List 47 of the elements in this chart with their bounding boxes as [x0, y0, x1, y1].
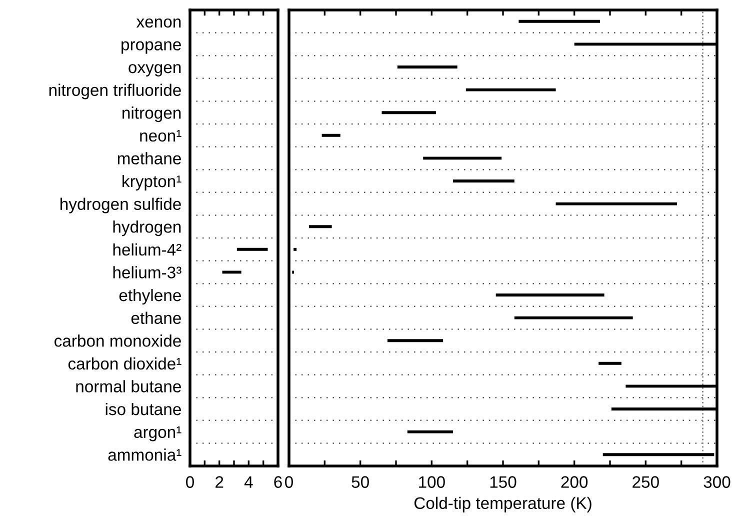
bar — [387, 339, 444, 342]
y-tick-label: helium-4² — [113, 243, 182, 256]
x-tick-label: 250 — [632, 476, 659, 488]
y-tick-label: argon¹ — [134, 426, 182, 442]
x-tick-label: 2 — [216, 476, 224, 488]
y-tick-label: neon¹ — [140, 130, 182, 142]
x-tick-label: 100 — [419, 476, 445, 488]
bar — [514, 316, 633, 320]
bar — [397, 66, 458, 68]
y-tick-label: hydrogen — [113, 220, 181, 236]
y-tick-label: iso butane — [106, 402, 181, 416]
x-tick-label: 300 — [704, 476, 730, 488]
y-tick-label: xenon — [136, 18, 181, 28]
y-tick-label: normal butane — [76, 380, 181, 392]
x-tick-label: 200 — [561, 476, 588, 488]
y-tick-label: krypton¹ — [122, 174, 182, 190]
bar — [598, 362, 622, 365]
bar — [407, 430, 454, 434]
bar — [453, 180, 514, 182]
x-tick-label: 6 — [274, 476, 282, 488]
y-tick-label: carbon monoxide — [54, 334, 181, 347]
x-tick-label: 50 — [352, 476, 369, 488]
y-tick-label: helium-3³ — [113, 266, 182, 278]
bar — [322, 134, 340, 137]
y-tick-label: methane — [118, 152, 181, 164]
bar — [518, 20, 600, 23]
y-tick-label: carbon dioxide¹ — [68, 357, 182, 370]
bar — [556, 202, 678, 206]
x-tick-label: 150 — [490, 476, 516, 488]
bar — [308, 225, 332, 228]
x-axis-title: Cold-tip temperature (K) — [414, 496, 592, 512]
x-tick-label: 4 — [244, 476, 253, 488]
x-tick-label: 0 — [186, 476, 194, 488]
bar — [496, 294, 604, 296]
y-tick-label: ammonia¹ — [108, 448, 182, 461]
y-tick-label: nitrogen trifluoride — [49, 84, 181, 100]
y-tick-label: hydrogen sulfide — [60, 198, 181, 214]
y-tick-label: nitrogen — [122, 106, 181, 122]
bar — [382, 111, 436, 114]
bar — [294, 248, 297, 251]
y-tick-label: ethylene — [119, 288, 181, 304]
bar — [466, 88, 556, 92]
x-tick-label: 0 — [285, 476, 293, 488]
y-tick-label: ethane — [131, 312, 181, 324]
y-tick-label: oxygen — [128, 64, 181, 76]
bar — [423, 156, 502, 160]
y-tick-label: propane — [122, 41, 181, 54]
